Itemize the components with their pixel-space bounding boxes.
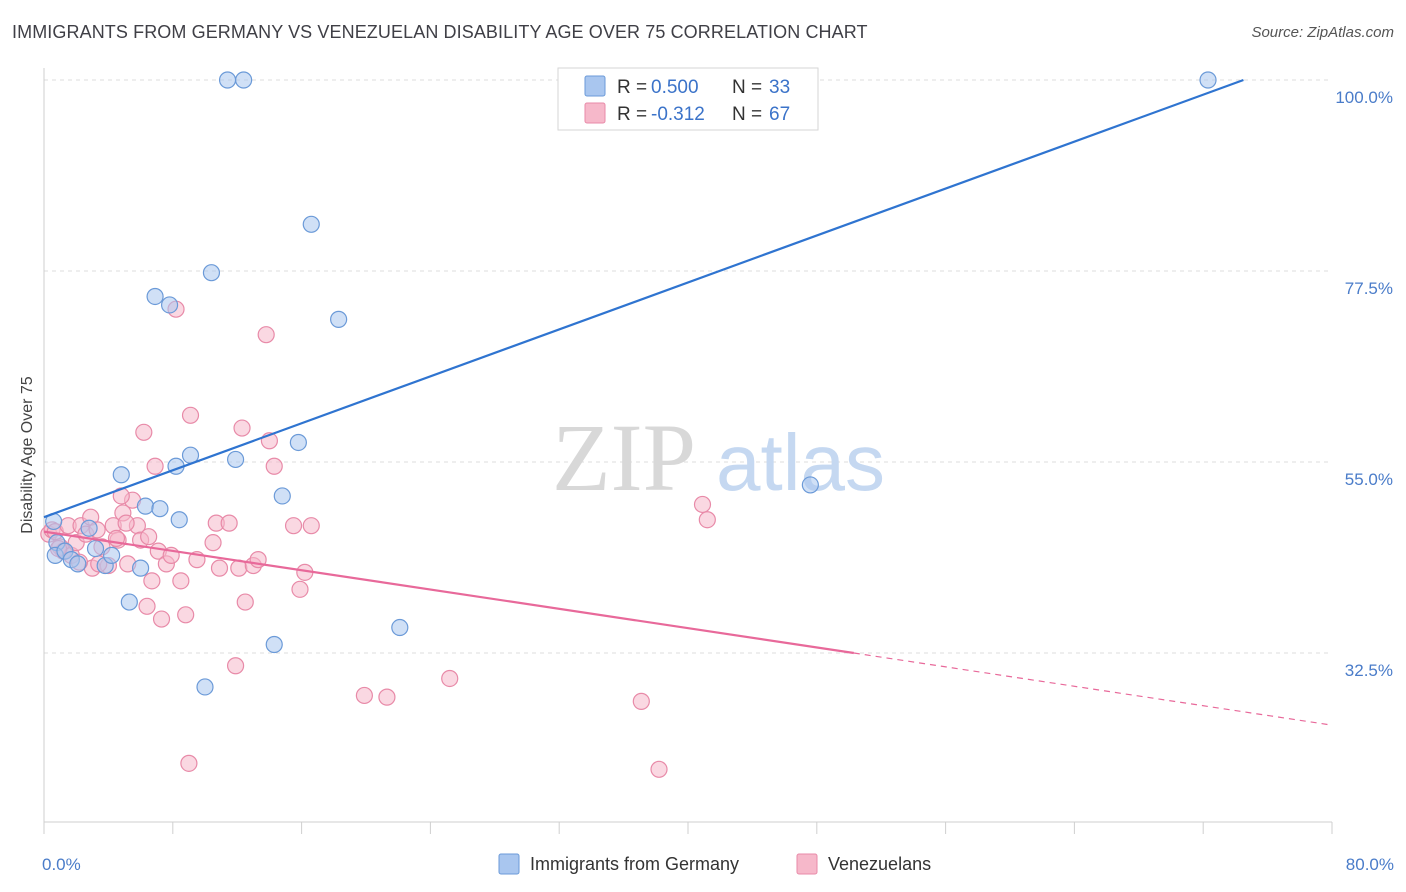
y-tick-labels: 32.5% 55.0% 77.5% 100.0% <box>1335 88 1393 680</box>
series-legend: Immigrants from Germany Venezuelans <box>498 853 931 875</box>
venezuelans-point <box>181 406 200 424</box>
chart-title: IMMIGRANTS FROM GERMANY VS VENEZUELAN DI… <box>12 22 868 42</box>
source-label: Source: ZipAtlas.com <box>1251 24 1394 41</box>
legend-r-value-blue: 0.500 <box>651 77 699 98</box>
germany-point <box>235 71 253 89</box>
legend-swatch-pink <box>584 102 606 124</box>
germany-point <box>273 487 291 505</box>
venezuelans-point <box>302 517 320 535</box>
venezuelans-point <box>135 423 153 441</box>
venezuelans-point <box>140 528 158 546</box>
germany-point <box>218 71 237 89</box>
venezuelans-point <box>355 686 373 705</box>
venezuelans-point <box>236 593 254 611</box>
venezuelans-point <box>233 419 251 437</box>
legend-label-germany: Immigrants from Germany <box>530 854 739 874</box>
x-tick-marks <box>43 822 1333 834</box>
series-immigrants-germany <box>45 71 1217 696</box>
venezuelans-point <box>117 514 135 532</box>
legend-label-venezuelans: Venezuelans <box>828 854 931 874</box>
venezuelans-trend-line <box>43 530 854 655</box>
venezuelans-point <box>257 326 275 344</box>
y-axis-label: Disability Age Over 75 <box>19 376 36 534</box>
legend-n-value-blue: 33 <box>769 77 790 98</box>
germany-point <box>146 287 164 306</box>
germany-point <box>391 618 409 637</box>
germany-point <box>202 264 221 282</box>
germany-point <box>103 546 121 564</box>
legend-swatch-germany <box>498 853 520 875</box>
venezuelans-trend-extension <box>853 652 1333 726</box>
x-tick-label-max: 80.0% <box>1346 855 1394 874</box>
germany-point <box>132 559 150 577</box>
germany-point <box>330 310 348 328</box>
venezuelans-point <box>180 754 198 772</box>
venezuelans-point <box>265 457 283 475</box>
venezuelans-point <box>210 559 229 577</box>
germany-point <box>112 466 130 484</box>
legend-r-label-pink: R = <box>617 104 647 125</box>
watermark-atlas: atlas <box>716 418 885 507</box>
series-venezuelans <box>40 300 716 778</box>
venezuelans-point <box>204 534 222 552</box>
x-tick-label-min: 0.0% <box>42 855 81 874</box>
venezuelans-point <box>441 669 459 688</box>
germany-trend-line <box>43 78 1244 519</box>
venezuelans-point <box>698 511 716 529</box>
legend-swatch-blue <box>584 75 606 97</box>
germany-point <box>226 450 245 469</box>
legend-n-label-pink: N = <box>732 104 762 125</box>
germany-point <box>265 635 283 654</box>
venezuelans-point <box>146 457 164 475</box>
venezuelans-point <box>138 597 156 615</box>
venezuelans-point <box>177 606 195 624</box>
venezuelans-point <box>284 517 303 535</box>
germany-point <box>196 678 214 696</box>
germany-point <box>80 519 98 537</box>
venezuelans-point <box>632 692 650 710</box>
germany-point <box>160 296 179 314</box>
venezuelans-point <box>378 688 396 706</box>
venezuelans-point <box>152 610 171 628</box>
venezuelans-point <box>220 514 238 532</box>
germany-point <box>86 539 105 558</box>
venezuelans-point <box>291 580 309 598</box>
germany-point <box>801 476 819 494</box>
venezuelans-point <box>172 572 190 590</box>
germany-point <box>151 500 169 518</box>
y-tick-label: 100.0% <box>1335 88 1393 107</box>
germany-point <box>302 215 320 233</box>
legend-n-value-pink: 67 <box>769 104 790 125</box>
y-tick-label: 77.5% <box>1345 279 1393 298</box>
venezuelans-point <box>693 495 712 514</box>
trend-lines <box>43 78 1333 726</box>
y-tick-label: 55.0% <box>1345 470 1393 489</box>
venezuelans-point <box>650 760 668 778</box>
germany-point <box>289 433 307 452</box>
y-tick-label: 32.5% <box>1345 661 1393 680</box>
legend-r-label-blue: R = <box>617 77 647 98</box>
venezuelans-point <box>143 572 161 590</box>
legend-r-value-pink: -0.312 <box>651 104 705 125</box>
germany-point <box>170 511 188 529</box>
germany-point <box>120 593 138 611</box>
correlation-legend: R = 0.500 N = 33 R = -0.312 N = 67 <box>557 67 819 131</box>
germany-point <box>1199 71 1217 89</box>
legend-swatch-venezuelans <box>796 853 818 875</box>
germany-point <box>136 497 155 515</box>
germany-point <box>69 555 87 573</box>
venezuelans-point <box>226 657 245 675</box>
legend-n-label-blue: N = <box>732 77 762 98</box>
watermark-zip: ZIP <box>552 404 696 511</box>
